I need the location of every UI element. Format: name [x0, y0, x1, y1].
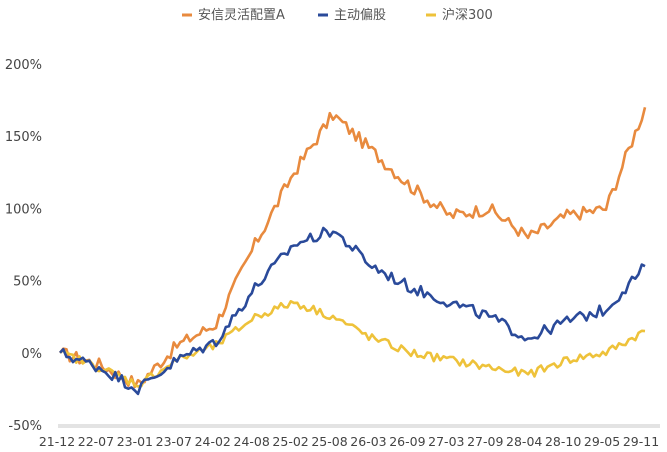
- legend-label-1: 主动偏股: [334, 8, 386, 23]
- y-tick-label-5: 200%: [5, 58, 42, 73]
- x-tick-label-6: 25-02: [272, 434, 308, 449]
- x-tick-label-10: 27-03: [428, 434, 464, 449]
- y-tick-label-4: 150%: [5, 130, 42, 145]
- x-axis-line: [58, 424, 660, 428]
- x-tick-label-8: 26-03: [350, 434, 386, 449]
- x-tick-label-14: 29-05: [584, 434, 620, 449]
- x-tick-label-5: 24-08: [234, 434, 270, 449]
- series-line-1: [59, 226, 646, 396]
- x-tick-label-1: 22-07: [78, 434, 114, 449]
- y-tick-label-3: 100%: [5, 202, 42, 217]
- legend-label-0: 安信灵活配置A: [198, 8, 285, 23]
- legend-label-2: 沪深300: [442, 7, 493, 23]
- legend: 安信灵活配置A 主动偏股 沪深300: [182, 7, 493, 23]
- x-axis: 21-12 22-07 23-01 23-07 24-02 24-08 25-02 25-08…: [39, 434, 659, 449]
- series-line-0: [58, 106, 647, 389]
- x-tick-label-9: 26-09: [389, 434, 425, 449]
- x-tick-label-3: 23-07: [156, 434, 192, 449]
- x-tick-label-4: 24-02: [195, 434, 231, 449]
- x-tick-label-15: 29-11: [623, 434, 659, 449]
- x-tick-label-0: 21-12: [39, 434, 75, 449]
- y-tick-label-1: 0%: [21, 347, 42, 362]
- x-tick-label-7: 25-08: [311, 434, 347, 449]
- x-axis-baseline: [58, 424, 660, 428]
- y-axis: -50% 0% 50% 100% 150% 200%: [5, 58, 42, 434]
- x-tick-label-13: 28-10: [545, 434, 581, 449]
- y-tick-label-2: 50%: [13, 275, 42, 290]
- series-layer: [58, 106, 647, 396]
- x-tick-label-12: 28-04: [506, 434, 542, 449]
- y-tick-label-0: -50%: [8, 419, 42, 434]
- x-tick-label-11: 27-09: [467, 434, 503, 449]
- x-tick-label-2: 23-01: [117, 434, 153, 449]
